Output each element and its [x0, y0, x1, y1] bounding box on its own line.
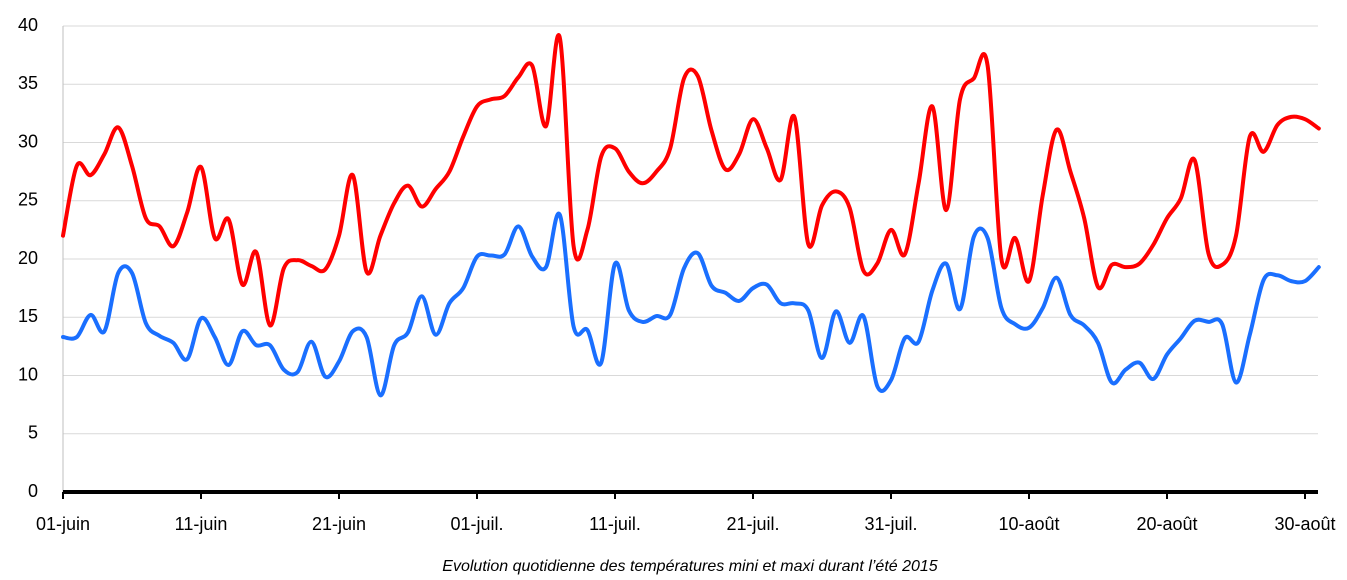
- y-tick-label: 15: [18, 306, 38, 326]
- y-tick-label: 5: [28, 423, 38, 443]
- x-tick-label: 21-juin: [312, 514, 366, 534]
- x-tick-label: 01-juin: [36, 514, 90, 534]
- x-tick-label: 20-août: [1136, 514, 1197, 534]
- y-tick-label: 20: [18, 248, 38, 268]
- series-line: [61, 33, 1321, 328]
- x-tick-label: 11-juil.: [589, 514, 641, 534]
- y-tick-label: 40: [18, 15, 38, 35]
- x-tick-label: 31-juil.: [864, 514, 917, 534]
- x-tick-label: 01-juil.: [450, 514, 503, 534]
- chart-caption: Evolution quotidienne des températures m…: [442, 558, 938, 575]
- x-tick-label: 21-juil.: [726, 514, 779, 534]
- y-tick-label: 35: [18, 73, 38, 93]
- series-line: [61, 211, 1321, 398]
- y-tick-label: 0: [28, 481, 38, 501]
- x-tick-label: 11-juin: [175, 514, 228, 534]
- x-tick-label: 10-août: [998, 514, 1059, 534]
- x-tick-label: 30-août: [1274, 514, 1335, 534]
- y-tick-label: 25: [18, 190, 38, 210]
- y-tick-label: 30: [18, 131, 38, 151]
- y-tick-label: 10: [18, 364, 38, 384]
